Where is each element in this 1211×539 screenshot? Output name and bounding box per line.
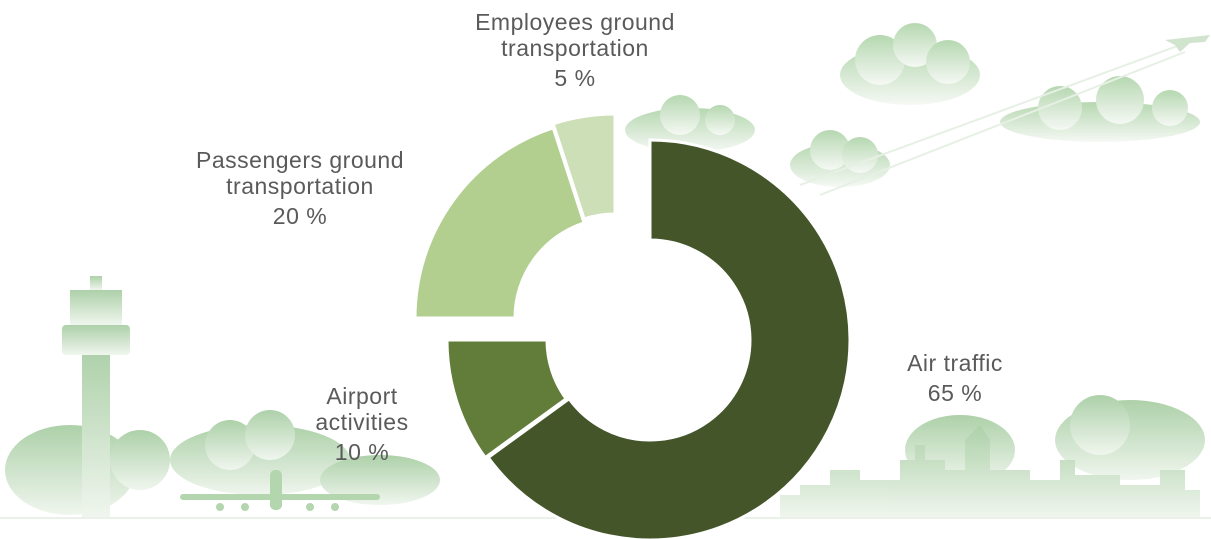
- background: [0, 23, 1211, 519]
- category-name: Air traffic: [907, 350, 1003, 376]
- category-name: Passengers ground transportation: [196, 147, 404, 199]
- value-label: 65 %: [927, 380, 983, 406]
- value-label: 10 %: [334, 439, 390, 465]
- value-label: 5 %: [554, 65, 596, 91]
- slice-label: Employees ground transportation 5 %: [415, 9, 735, 91]
- donut-slice: [551, 112, 617, 221]
- slice-label: Air traffic 65 %: [855, 350, 1055, 406]
- donut-slice: [486, 138, 852, 539]
- donut: [413, 112, 852, 539]
- slice-label: Passengers ground transportation 20 %: [140, 147, 460, 229]
- donut-slice: [413, 125, 586, 320]
- value-label: 20 %: [272, 203, 328, 229]
- category-name: Employees ground transportation: [475, 9, 675, 61]
- category-name: Airport activities: [315, 383, 409, 435]
- slice-label: Airport activities 10 %: [282, 383, 442, 465]
- donut-slice: [445, 338, 569, 460]
